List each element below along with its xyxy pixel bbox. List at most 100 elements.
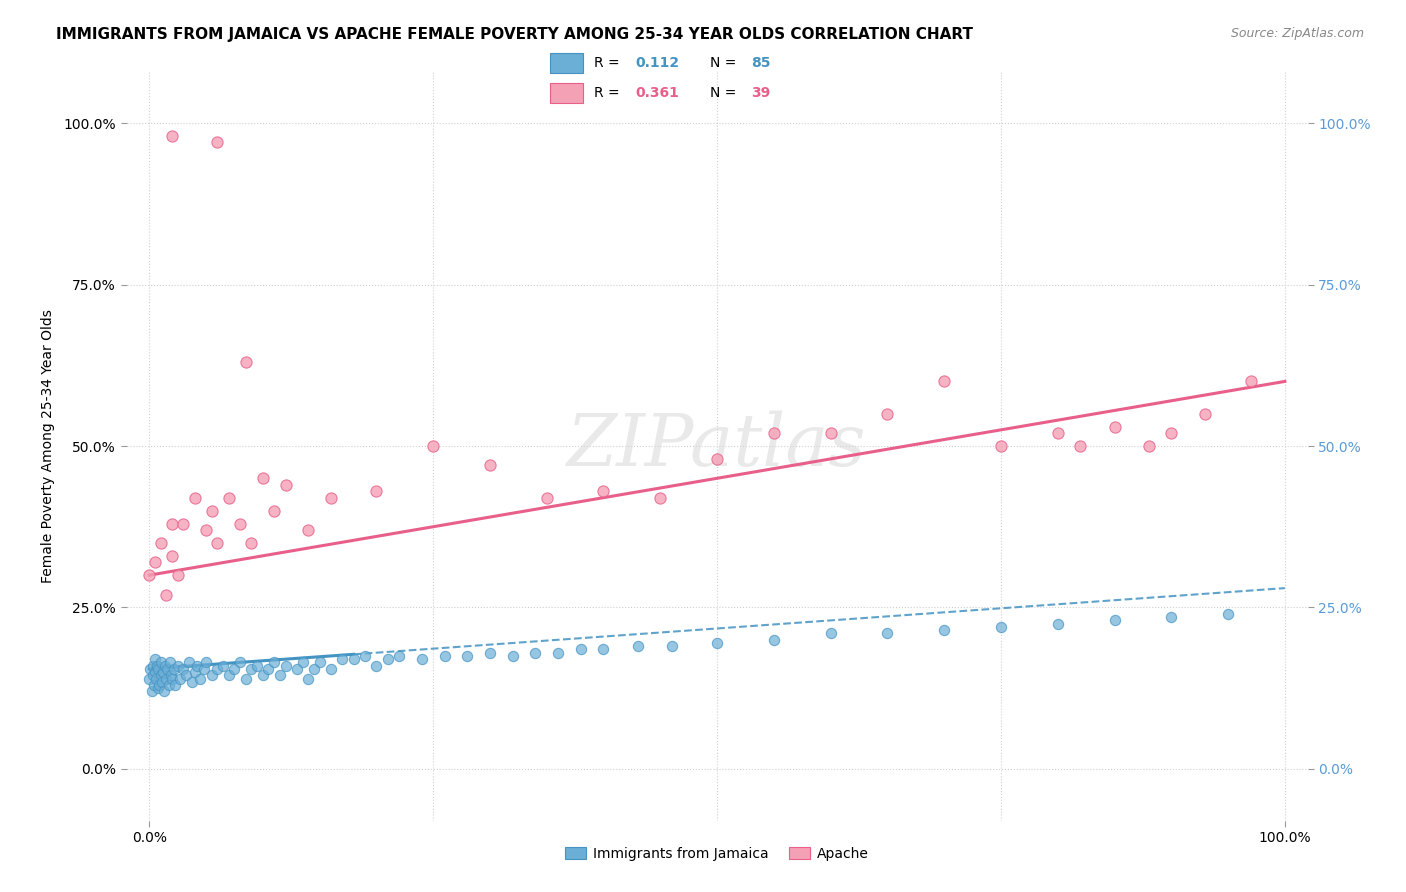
- Point: [159, 668, 183, 682]
- Point: [246, 658, 269, 673]
- Point: [224, 662, 246, 676]
- Point: [319, 491, 342, 505]
- Point: [188, 672, 211, 686]
- Point: [456, 648, 478, 663]
- Point: [661, 639, 683, 653]
- Point: [285, 662, 308, 676]
- Point: [172, 662, 194, 676]
- Point: [240, 662, 263, 676]
- Point: [152, 665, 174, 679]
- Point: [229, 656, 252, 670]
- Text: IMMIGRANTS FROM JAMAICA VS APACHE FEMALE POVERTY AMONG 25-34 YEAR OLDS CORRELATI: IMMIGRANTS FROM JAMAICA VS APACHE FEMALE…: [56, 27, 973, 42]
- Point: [302, 662, 325, 676]
- Point: [762, 632, 785, 647]
- FancyBboxPatch shape: [550, 84, 582, 103]
- Point: [212, 658, 235, 673]
- Point: [155, 588, 177, 602]
- Point: [183, 665, 205, 679]
- Point: [149, 536, 172, 550]
- Point: [153, 658, 176, 673]
- Point: [157, 678, 180, 692]
- Point: [207, 662, 229, 676]
- Point: [201, 503, 224, 517]
- Point: [263, 656, 285, 670]
- Point: [1194, 407, 1216, 421]
- Point: [195, 656, 218, 670]
- Point: [366, 658, 388, 673]
- Point: [160, 672, 183, 686]
- Point: [159, 656, 181, 670]
- Point: [143, 652, 166, 666]
- Point: [547, 646, 569, 660]
- Point: [1216, 607, 1239, 621]
- Point: [592, 484, 614, 499]
- Point: [536, 491, 558, 505]
- Point: [366, 484, 388, 499]
- Point: [706, 451, 728, 466]
- Point: [193, 662, 215, 676]
- Point: [201, 668, 224, 682]
- Point: [148, 662, 170, 676]
- Point: [990, 439, 1012, 453]
- Point: [186, 658, 208, 673]
- Point: [148, 681, 170, 696]
- Legend: Immigrants from Jamaica, Apache: Immigrants from Jamaica, Apache: [560, 841, 875, 866]
- Point: [143, 665, 166, 679]
- Point: [762, 426, 785, 441]
- Y-axis label: Female Poverty Among 25-34 Year Olds: Female Poverty Among 25-34 Year Olds: [41, 309, 55, 583]
- Text: N =: N =: [710, 55, 741, 70]
- Point: [1046, 616, 1069, 631]
- Point: [478, 458, 501, 473]
- Point: [240, 536, 263, 550]
- Point: [263, 503, 285, 517]
- Point: [478, 646, 501, 660]
- Point: [876, 407, 898, 421]
- Point: [150, 674, 173, 689]
- Point: [229, 516, 252, 531]
- Point: [319, 662, 342, 676]
- Point: [146, 658, 169, 673]
- Point: [139, 662, 162, 676]
- Point: [433, 648, 456, 663]
- Text: Source: ZipAtlas.com: Source: ZipAtlas.com: [1230, 27, 1364, 40]
- Point: [235, 355, 257, 369]
- Point: [257, 662, 280, 676]
- Point: [143, 555, 166, 569]
- Point: [1240, 375, 1263, 389]
- Point: [297, 672, 319, 686]
- Point: [160, 549, 183, 563]
- Point: [876, 626, 898, 640]
- Point: [1137, 439, 1160, 453]
- Point: [145, 672, 167, 686]
- Point: [1104, 419, 1126, 434]
- Point: [163, 662, 186, 676]
- Point: [166, 658, 188, 673]
- Point: [148, 678, 170, 692]
- Point: [235, 672, 257, 686]
- Point: [149, 656, 172, 670]
- Point: [166, 568, 188, 582]
- Text: 0.112: 0.112: [636, 55, 681, 70]
- Point: [155, 672, 177, 686]
- Point: [149, 668, 172, 682]
- Point: [252, 471, 274, 485]
- Point: [626, 639, 648, 653]
- FancyBboxPatch shape: [550, 53, 582, 73]
- Point: [990, 620, 1012, 634]
- Point: [291, 656, 314, 670]
- Point: [820, 626, 842, 640]
- Point: [1069, 439, 1091, 453]
- Point: [524, 646, 547, 660]
- Point: [569, 642, 592, 657]
- Point: [274, 658, 297, 673]
- Point: [181, 674, 204, 689]
- Point: [153, 684, 176, 698]
- Point: [138, 568, 160, 582]
- Point: [165, 678, 187, 692]
- Point: [269, 668, 291, 682]
- Text: 39: 39: [751, 87, 770, 101]
- Text: ZIPatlas: ZIPatlas: [567, 410, 868, 482]
- Point: [388, 648, 411, 663]
- Point: [142, 668, 165, 682]
- Text: R =: R =: [595, 55, 624, 70]
